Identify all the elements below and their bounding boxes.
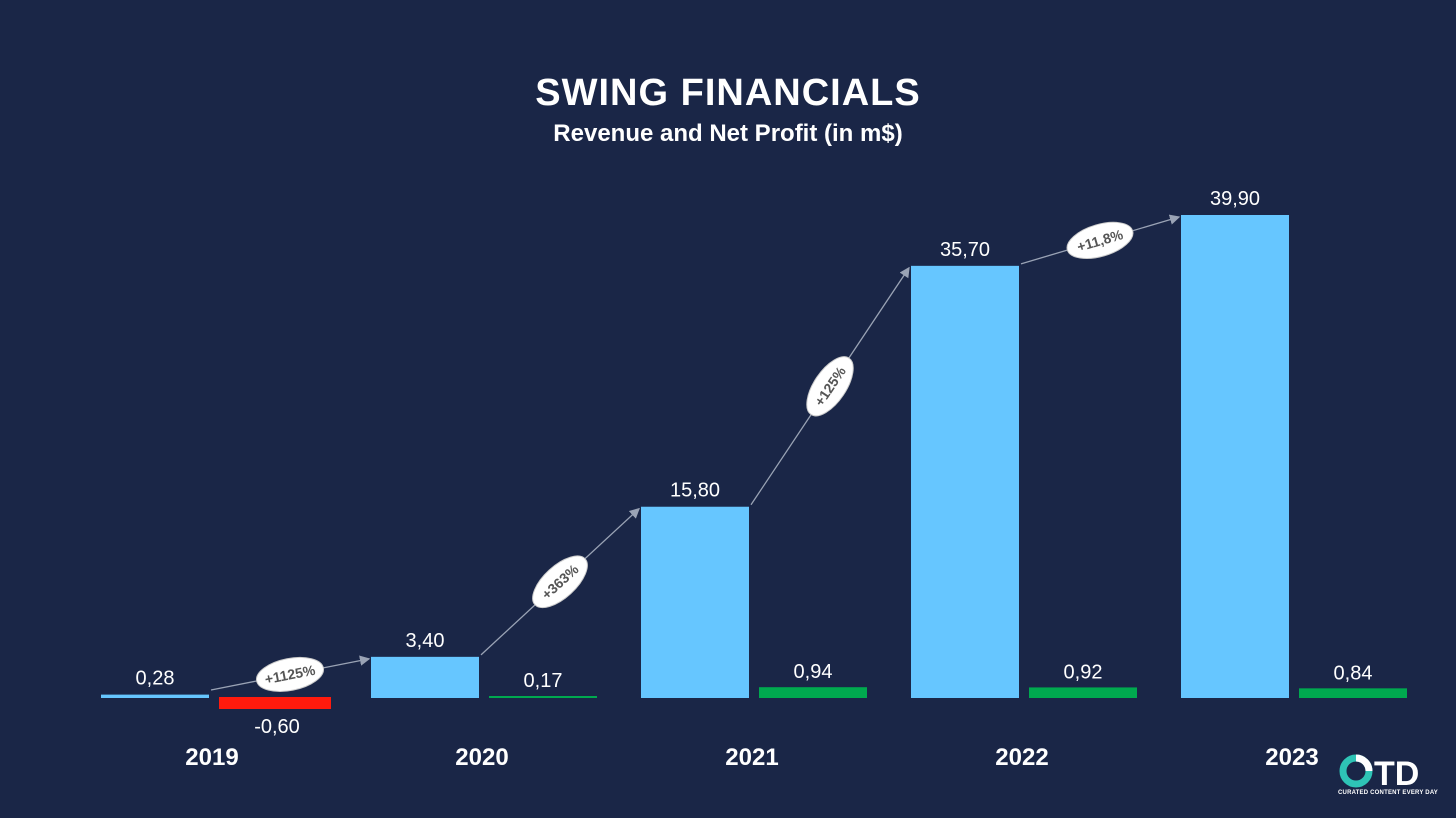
profit-value-label: 0,17 — [524, 670, 563, 692]
x-tick-label: 2022 — [995, 744, 1048, 771]
profit-bar — [489, 696, 597, 698]
revenue-value-label: 15,80 — [670, 480, 720, 502]
otd-logo-mark: TD — [1339, 754, 1419, 793]
otd-logo-tagline: CURATED CONTENT EVERY DAY — [1338, 790, 1439, 796]
growth-badge: +1125% — [255, 656, 325, 692]
revenue-bar — [101, 694, 209, 698]
profit-value-label: 0,92 — [1064, 661, 1103, 683]
revenue-value-label: 0,28 — [136, 668, 175, 690]
profit-bar — [219, 697, 331, 709]
revenue-value-label: 39,90 — [1210, 188, 1260, 210]
growth-badge-ellipse — [806, 356, 854, 417]
x-tick-label: 2023 — [1265, 744, 1318, 771]
chart-title: SWING FINANCIALS — [535, 72, 921, 114]
revenue-bar — [1181, 215, 1289, 698]
profit-value-label: -0,60 — [254, 716, 300, 738]
x-tick-label: 2021 — [725, 744, 778, 771]
growth-badge-ellipse — [1066, 221, 1134, 260]
growth-badge-ellipse — [532, 555, 588, 609]
growth-badge-ellipse — [255, 656, 325, 692]
x-tick-label: 2020 — [455, 744, 508, 771]
profit-bar — [1299, 688, 1407, 698]
otd-logo-letters: TD — [1374, 755, 1419, 790]
growth-badge: +363% — [532, 555, 588, 609]
revenue-value-label: 35,70 — [940, 239, 990, 261]
profit-value-label: 0,84 — [1334, 662, 1373, 684]
growth-badge: +11,8% — [1066, 221, 1134, 260]
profit-bar — [1029, 687, 1137, 698]
growth-badge: +125% — [806, 356, 854, 417]
chart-subtitle: Revenue and Net Profit (in m$) — [553, 120, 903, 147]
revenue-bar — [641, 506, 749, 698]
profit-bar — [759, 687, 867, 698]
revenue-value-label: 3,40 — [406, 630, 445, 652]
revenue-bar — [371, 656, 479, 698]
profit-value-label: 0,94 — [794, 661, 833, 683]
otd-logo: TD CURATED CONTENT EVERY DAY — [1338, 752, 1438, 798]
revenue-bar — [911, 265, 1019, 698]
x-tick-label: 2019 — [185, 744, 238, 771]
